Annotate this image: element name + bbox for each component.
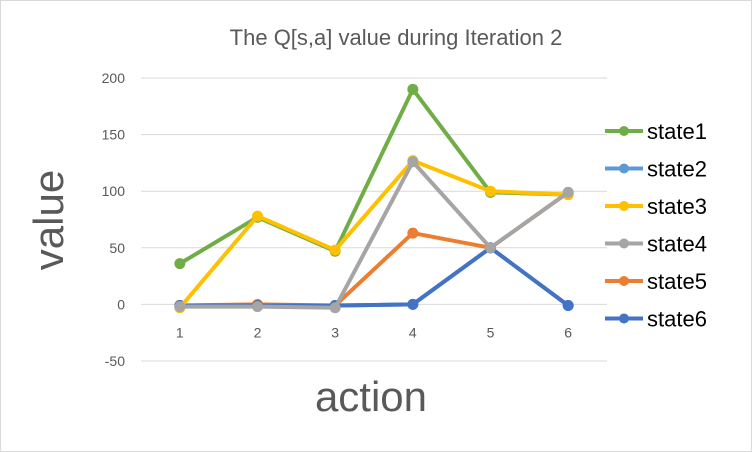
- y-tick-label: 100: [102, 183, 126, 199]
- y-tick-label: 50: [109, 240, 125, 256]
- y-tick-label: 0: [117, 296, 125, 312]
- legend-entry: state6: [605, 307, 707, 332]
- x-tick-label: 2: [254, 324, 262, 340]
- data-point: [174, 258, 186, 270]
- data-point: [252, 301, 263, 313]
- x-tick-label: 3: [331, 324, 339, 340]
- legend-marker: [619, 126, 629, 136]
- series-line: [177, 190, 571, 308]
- legend-marker: [619, 313, 629, 324]
- legend-label: state1: [647, 119, 707, 144]
- data-point: [407, 227, 419, 239]
- series-state6: [174, 242, 574, 312]
- y-axis-title: value: [25, 170, 72, 270]
- legend-label: state3: [647, 194, 707, 219]
- x-tick-label: 6: [564, 324, 572, 340]
- y-tick-label: 200: [102, 70, 126, 86]
- x-axis-title: action: [315, 373, 427, 420]
- legend-marker: [619, 201, 629, 211]
- legend-label: state4: [647, 232, 707, 257]
- series-line: [177, 245, 571, 308]
- series-state2: [174, 242, 574, 312]
- x-tick-label: 1: [176, 324, 184, 340]
- series-lines: [174, 83, 574, 314]
- data-point: [252, 210, 263, 222]
- x-tick-label: 5: [487, 324, 495, 340]
- chart-title: The Q[s,a] value during Iteration 2: [230, 25, 563, 50]
- legend-entry: state5: [605, 269, 707, 294]
- data-point: [485, 242, 496, 254]
- legend-entry: state3: [605, 194, 707, 219]
- legend-entry: state1: [605, 119, 707, 144]
- y-axis-ticks: -50 0 50 100 150 200: [102, 70, 126, 369]
- y-tick-label: -50: [105, 353, 125, 369]
- data-point: [485, 185, 496, 197]
- series-line: [177, 245, 571, 308]
- x-axis-ticks: 1 2 3 4 5 6: [176, 324, 572, 340]
- legend: state1 state2 state3 state4 state5 state6: [605, 119, 707, 332]
- data-point: [562, 186, 574, 198]
- legend-entry: state4: [605, 232, 707, 257]
- legend-marker: [619, 163, 629, 174]
- legend-marker: [619, 276, 629, 286]
- series-line: [177, 158, 571, 310]
- legend-marker: [619, 238, 629, 249]
- legend-label: state5: [647, 269, 707, 294]
- data-point: [407, 156, 419, 168]
- data-point: [174, 301, 186, 313]
- x-tick-label: 4: [409, 324, 417, 340]
- data-point: [562, 300, 574, 312]
- legend-label: state6: [647, 307, 707, 332]
- data-point: [329, 302, 341, 314]
- data-point: [329, 244, 341, 256]
- series-state4: [174, 156, 574, 314]
- legend-label: state2: [647, 157, 707, 182]
- data-point: [407, 298, 419, 310]
- gridlines: [141, 77, 607, 362]
- legend-entry: state2: [605, 157, 707, 182]
- series-line: [177, 159, 571, 310]
- y-tick-label: 150: [102, 127, 126, 143]
- data-point: [407, 83, 419, 95]
